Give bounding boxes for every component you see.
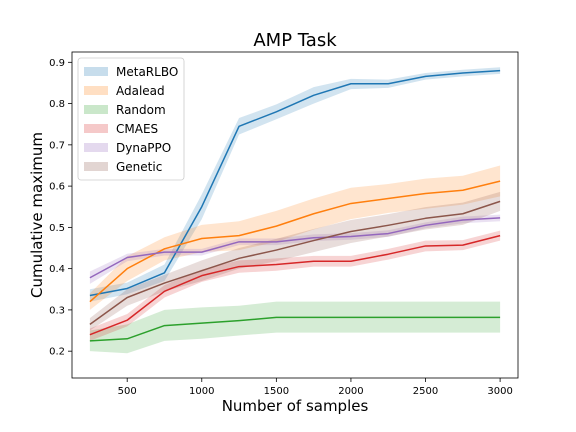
legend-label-random: Random bbox=[116, 103, 166, 117]
x-tick-label: 1000 bbox=[189, 386, 214, 397]
legend-swatch-cmaes bbox=[84, 124, 108, 133]
line-metarlbo bbox=[89, 69, 501, 297]
legend-label-adalead: Adalead bbox=[116, 84, 165, 98]
line-adalead bbox=[89, 180, 501, 303]
legend-swatch-genetic bbox=[84, 162, 108, 171]
legend-label-metarlbo: MetaRLBO bbox=[116, 65, 178, 79]
y-tick-label: 0.5 bbox=[49, 223, 65, 234]
plot-frame bbox=[71, 51, 519, 379]
x-tick-label: 2000 bbox=[338, 386, 363, 397]
legend-label-dynappo: DynaPPO bbox=[116, 141, 171, 155]
x-axis-title: Number of samples bbox=[222, 397, 369, 415]
y-tick-label: 0.8 bbox=[49, 99, 65, 110]
legend-box bbox=[77, 57, 185, 181]
y-tick-label: 0.3 bbox=[49, 305, 65, 316]
x-tick-label: 3000 bbox=[487, 386, 512, 397]
line-cmaes bbox=[89, 234, 501, 336]
x-tick-label: 2500 bbox=[413, 386, 438, 397]
series-lines bbox=[89, 69, 501, 342]
legend-swatch-adalead bbox=[84, 86, 108, 95]
band-genetic bbox=[89, 191, 501, 331]
legend-swatch-dynappo bbox=[84, 143, 108, 152]
y-tick-label: 0.2 bbox=[49, 347, 65, 358]
legend-swatch-random bbox=[84, 105, 108, 114]
legend-label-genetic: Genetic bbox=[116, 160, 162, 174]
band-random bbox=[89, 301, 501, 354]
line-genetic bbox=[89, 200, 501, 325]
band-adalead bbox=[89, 165, 501, 310]
y-axis: 0.2 0.3 0.4 0.5 0.6 0.7 0.8 0.9 bbox=[49, 58, 72, 358]
legend-swatch-metarlbo bbox=[84, 67, 108, 76]
y-tick-label: 0.6 bbox=[49, 182, 65, 193]
legend-label-cmaes: CMAES bbox=[116, 122, 158, 136]
y-axis-title: Cumulative maximum bbox=[28, 132, 46, 298]
x-tick-label: 1500 bbox=[264, 386, 289, 397]
legend: MetaRLBO Adalead Random CMAES DynaPPO Genetic bbox=[77, 57, 185, 181]
line-random bbox=[89, 316, 501, 342]
chart-title: AMP Task bbox=[253, 30, 337, 51]
x-tick-label: 500 bbox=[118, 386, 137, 397]
y-tick-label: 0.4 bbox=[49, 264, 65, 275]
x-axis: 500 1000 1500 2000 2500 3000 bbox=[118, 378, 513, 397]
line-dynappo bbox=[89, 217, 501, 279]
band-cmaes bbox=[89, 230, 501, 341]
y-tick-label: 0.9 bbox=[49, 58, 65, 69]
y-tick-label: 0.7 bbox=[49, 140, 65, 151]
